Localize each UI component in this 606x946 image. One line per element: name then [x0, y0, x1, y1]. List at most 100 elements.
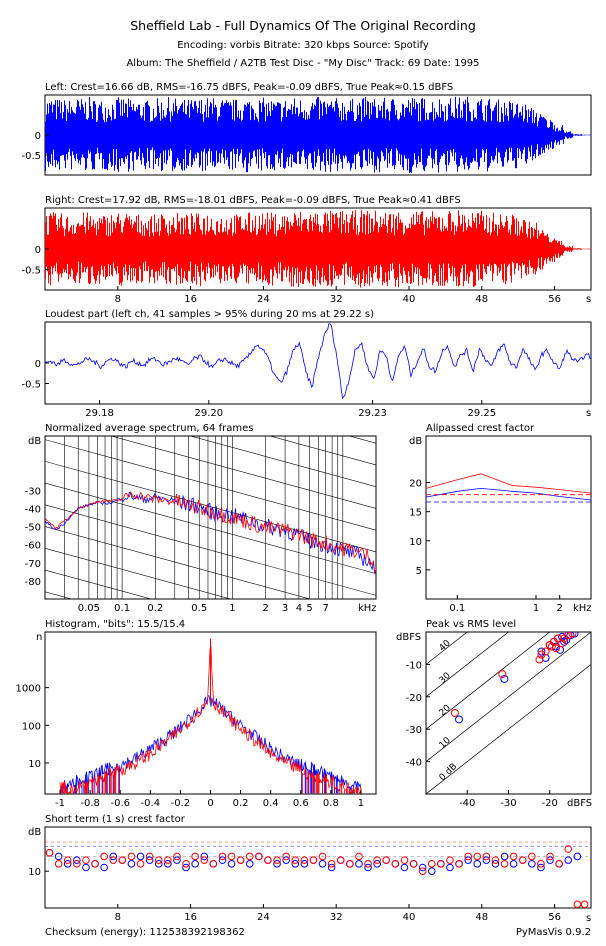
crest-xtick-label: 32: [330, 912, 343, 923]
report-title: Sheffield Lab - Full Dynamics Of The Ori…: [130, 18, 476, 33]
peak-rms-point-left: [500, 674, 509, 683]
crest-point-right: [373, 856, 381, 864]
spectrum-xtick-label: 0.05: [78, 603, 100, 614]
crest-point-right: [209, 860, 218, 868]
peak-rms-point-right: [537, 650, 546, 659]
crest-point-left: [373, 860, 381, 868]
crest-xunit: s: [586, 913, 591, 924]
crest-point-right: [528, 852, 536, 861]
crest-point-right: [45, 848, 54, 857]
spectrum-xtick-label: 0.2: [147, 603, 163, 614]
peak-rms-point-right: [498, 670, 507, 679]
crest-xtick-label: 16: [184, 912, 197, 923]
crest-xtick-label: 48: [475, 912, 488, 923]
crest-point-right: [446, 856, 454, 864]
left-wave-title: Left: Crest=16.66 dB, RMS=-16.75 dBFS, P…: [45, 82, 453, 93]
crest-xtick-label: 56: [548, 912, 561, 923]
spectrum-series-left: [44, 492, 377, 574]
peak-rms-ytick-label: -20: [406, 693, 422, 704]
crest-point-left: [537, 863, 545, 872]
left-wave-ytick-label: 0: [35, 131, 41, 142]
spectrum-ytick-label: -40: [25, 504, 41, 515]
crest-point-left: [191, 860, 199, 868]
loudest-line: [44, 323, 592, 400]
crest-point-right: [109, 856, 118, 864]
crest-point-right: [464, 852, 472, 861]
crest-point-left: [573, 852, 582, 861]
right-wave-xtick-label: 48: [475, 294, 488, 305]
loudest-xtick-label: 29.20: [194, 408, 223, 419]
histogram-xtick-label: -0.8: [80, 798, 100, 809]
peak-rms-ylabel: dBFS: [396, 632, 421, 643]
crest-point-left: [127, 860, 136, 868]
allpassed-ytick-label: 10: [409, 537, 422, 548]
crest-point-right: [564, 845, 573, 853]
crest-point-right: [437, 860, 445, 868]
crest-point-right: [309, 856, 318, 864]
peak-rms-point-right: [450, 709, 459, 717]
crest-point-right: [227, 852, 236, 861]
crest-point-left: [164, 860, 172, 868]
loudest-ytick-label: 0: [35, 359, 41, 370]
peak-rms-point-right: [558, 639, 567, 648]
allpassed-series-left: [425, 487, 592, 501]
crest-point-right: [580, 900, 589, 909]
crest-point-left: [73, 856, 81, 864]
report-encoding: Encoding: vorbis Bitrate: 320 kbps Sourc…: [177, 40, 429, 51]
crest-point-left: [464, 856, 472, 864]
crest-point-left: [273, 860, 281, 868]
allpassed-title: Allpassed crest factor: [426, 423, 535, 434]
peak-rms-diagonal-label: 40: [438, 638, 453, 653]
crest-point-left: [54, 852, 63, 861]
crest-point-right: [318, 852, 327, 861]
crest-point-right: [191, 852, 199, 861]
peak-rms-point-left: [570, 632, 579, 638]
crest-point-right: [491, 856, 500, 864]
crest-point-left: [282, 856, 290, 864]
crest-point-left: [145, 856, 154, 864]
peak-rms-title: Peak vs RMS level: [426, 619, 516, 630]
right-wave-ytick-label: -0.5: [21, 266, 41, 277]
allpassed-xunit: kHz: [573, 603, 592, 614]
spectrum-ytick-label: -70: [25, 559, 41, 570]
peak-rms-diagonal: [426, 632, 468, 665]
crest-point-left: [427, 867, 436, 875]
loudest-ytick-label: -0.5: [21, 380, 41, 391]
right-wave-xtick-label: 24: [257, 294, 270, 305]
peak-rms-diagonal-label: 30: [438, 671, 453, 686]
crest-point-right: [236, 856, 245, 864]
spectrum-ytick-label: -30: [25, 486, 41, 497]
crest-title: Short term (1 s) crest factor: [45, 814, 186, 825]
peak-rms-ytick-label: -10: [406, 660, 422, 671]
histogram-series-right: [59, 645, 362, 795]
crest-point-left: [63, 860, 72, 868]
loudest-frame: [44, 321, 592, 405]
crest-point-right: [182, 860, 190, 868]
crest-frame: [44, 826, 592, 909]
crest-point-left: [546, 856, 554, 864]
crest-point-right: [255, 852, 263, 861]
crest-point-right: [273, 856, 281, 864]
histogram-xtick-label: 0.8: [323, 798, 339, 809]
right-wave-xtick-label: 40: [403, 294, 416, 305]
crest-point-right: [291, 856, 300, 864]
spectrum-slope-line: [45, 504, 376, 596]
crest-point-right: [91, 860, 99, 868]
crest-point-right: [509, 852, 518, 861]
spectrum-ylabel: dB: [28, 436, 41, 447]
spectrum-slope-line: [45, 482, 376, 574]
allpassed-ylabel: dB: [409, 436, 422, 447]
left-wave-ytick-label: -0.5: [21, 151, 41, 162]
histogram-xtick-label: 0.2: [233, 798, 249, 809]
spectrum-xunit: kHz: [358, 603, 377, 614]
crest-point-left: [400, 863, 409, 872]
crest-point-right: [54, 860, 63, 868]
spectrum-ytick-label: -50: [25, 523, 41, 534]
allpassed-ytick-label: 5: [416, 566, 422, 577]
crest-point-right: [482, 852, 491, 861]
crest-point-right: [282, 852, 290, 861]
crest-point-right: [346, 860, 354, 868]
crest-point-right: [218, 852, 227, 861]
right-wave-xtick-label: 16: [184, 294, 197, 305]
peak-rms-point-left: [560, 637, 569, 646]
